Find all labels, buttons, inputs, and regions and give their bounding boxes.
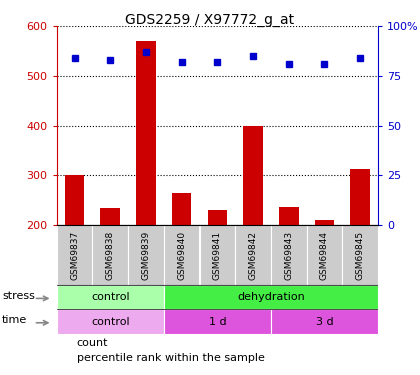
Bar [243,126,263,225]
Text: GSM69845: GSM69845 [356,230,365,280]
Bar [128,225,164,285]
Bar [307,225,342,285]
Bar [100,208,120,225]
Text: count: count [77,338,108,348]
Text: GDS2259 / X97772_g_at: GDS2259 / X97772_g_at [126,13,294,27]
Text: GSM69841: GSM69841 [213,230,222,280]
Bar [342,225,378,285]
Bar [164,285,378,309]
Bar [164,225,200,285]
Text: GSM69843: GSM69843 [284,230,293,280]
Bar [65,176,84,225]
Text: GSM69844: GSM69844 [320,231,329,279]
Bar [207,210,227,225]
Text: GSM69839: GSM69839 [142,230,150,280]
Text: 3 d: 3 d [316,316,333,327]
Bar [136,41,156,225]
Text: GSM69837: GSM69837 [70,230,79,280]
Bar [271,225,307,285]
Text: GSM69838: GSM69838 [106,230,115,280]
Text: GSM69842: GSM69842 [249,231,257,279]
Text: dehydration: dehydration [237,292,305,302]
Bar [200,225,235,285]
Text: control: control [91,292,129,302]
Text: GSM69840: GSM69840 [177,230,186,280]
Bar [57,285,164,309]
Text: 1 d: 1 d [209,316,226,327]
Bar [92,225,128,285]
Text: stress: stress [2,291,35,301]
Bar [57,225,92,285]
Bar [172,193,192,225]
Bar [271,309,378,334]
Bar [164,309,271,334]
Bar [350,170,370,225]
Bar [57,309,164,334]
Bar [315,220,334,225]
Text: time: time [2,315,27,326]
Bar [279,207,299,225]
Bar [235,225,271,285]
Text: percentile rank within the sample: percentile rank within the sample [77,353,265,363]
Text: control: control [91,316,129,327]
